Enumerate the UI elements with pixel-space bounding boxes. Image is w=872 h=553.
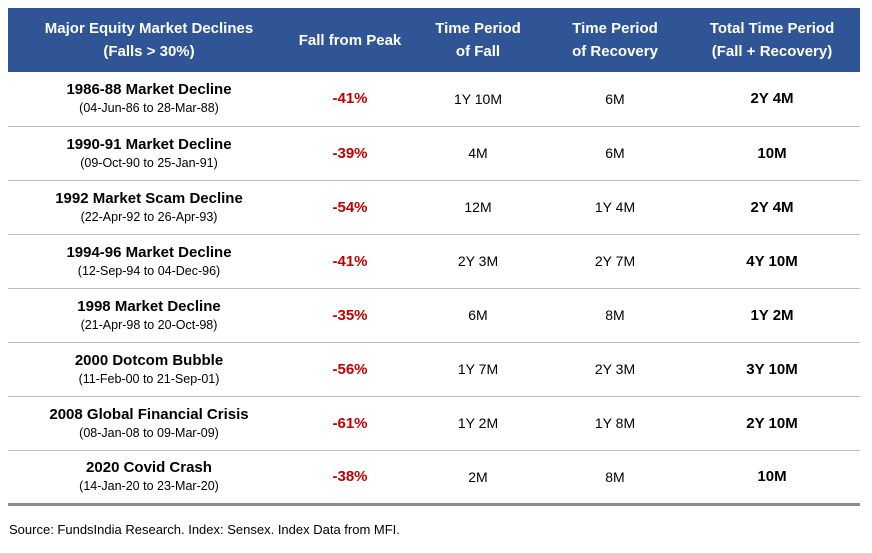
- event-cell: 1990-91 Market Decline (09-Oct-90 to 25-…: [8, 125, 290, 180]
- col-header-fall-line1: Fall from Peak: [298, 31, 402, 49]
- col-header-event-line1: Major Equity Market Declines: [44, 20, 254, 37]
- event-cell: 1994-96 Market Decline (12-Sep-94 to 04-…: [8, 233, 290, 288]
- event-cell: 1992 Market Scam Decline (22-Apr-92 to 2…: [8, 179, 290, 234]
- col-header-recovery-line1: Time Period: [572, 20, 658, 37]
- event-date-range: (12-Sep-94 to 04-Dec-96): [77, 263, 221, 278]
- total-time-period-value: 1Y 2M: [684, 287, 860, 342]
- event-cell: 2008 Global Financial Crisis (08-Jan-08 …: [8, 395, 290, 450]
- event-date-range: (11-Feb-00 to 21-Sep-01): [78, 371, 220, 386]
- event-name: 1998 Market Decline: [77, 297, 221, 315]
- event-date-range: (08-Jan-08 to 09-Mar-09): [79, 425, 219, 440]
- time-period-of-recovery-value: 1Y 4M: [546, 179, 684, 234]
- time-period-of-fall-value: 1Y 2M: [410, 395, 546, 450]
- table-row: 1990-91 Market Decline (09-Oct-90 to 25-…: [8, 125, 860, 180]
- col-header-fallperiod-line2: of Fall: [455, 43, 501, 60]
- market-declines-panel: Major Equity Market Declines (Falls > 30…: [8, 8, 860, 537]
- col-header-time-period-of-fall: Time Period of Fall: [410, 8, 546, 72]
- table-row: 1994-96 Market Decline (12-Sep-94 to 04-…: [8, 233, 860, 288]
- fall-from-peak-value: -35%: [290, 287, 410, 342]
- time-period-of-recovery-value: 2Y 3M: [546, 341, 684, 396]
- col-header-total-line2: (Fall + Recovery): [711, 43, 833, 60]
- table-row: 1986-88 Market Decline (04-Jun-86 to 28-…: [8, 72, 860, 126]
- event-date-range: (04-Jun-86 to 28-Mar-88): [79, 101, 219, 116]
- time-period-of-recovery-value: 1Y 8M: [546, 395, 684, 450]
- source-note: Source: FundsIndia Research. Index: Sens…: [9, 521, 400, 537]
- event-date-range: (21-Apr-98 to 20-Oct-98): [80, 317, 218, 332]
- time-period-of-fall-value: 1Y 10M: [454, 90, 502, 107]
- event-name: 2020 Covid Crash: [86, 459, 212, 476]
- fall-from-peak-value: -39%: [290, 125, 410, 180]
- col-header-event-line2: (Falls > 30%): [103, 43, 195, 60]
- total-time-period-value: 4Y 10M: [684, 233, 860, 288]
- fall-from-peak-value: -38%: [290, 449, 410, 506]
- col-header-total-time-period: Total Time Period (Fall + Recovery): [684, 8, 860, 72]
- time-period-of-recovery-value: 8M: [546, 287, 684, 342]
- table-body: 1986-88 Market Decline (04-Jun-86 to 28-…: [8, 72, 860, 506]
- time-period-of-fall-value: 4M: [410, 125, 546, 180]
- time-period-of-recovery-value: 6M: [605, 90, 625, 107]
- time-period-of-fall-value: 2M: [410, 449, 546, 506]
- fall-from-peak-value: -61%: [290, 395, 410, 450]
- col-header-time-period-of-recovery: Time Period of Recovery: [546, 8, 684, 72]
- event-cell: 1998 Market Decline (21-Apr-98 to 20-Oct…: [8, 287, 290, 342]
- event-date-range: (14-Jan-20 to 23-Mar-20): [79, 479, 219, 493]
- time-period-of-recovery-value: 2Y 7M: [546, 233, 684, 288]
- event-date-range: (22-Apr-92 to 26-Apr-93): [80, 209, 218, 224]
- event-name: 1994-96 Market Decline: [66, 243, 232, 261]
- fall-from-peak-value: -56%: [290, 341, 410, 396]
- event-date-range: (09-Oct-90 to 25-Jan-91): [80, 155, 218, 170]
- total-time-period-value: 2Y 4M: [750, 90, 794, 108]
- time-period-of-recovery-value: 8M: [546, 449, 684, 506]
- event-name: 2008 Global Financial Crisis: [49, 405, 249, 423]
- time-period-of-fall-value: 2Y 3M: [410, 233, 546, 288]
- total-time-period-value: 10M: [684, 125, 860, 180]
- col-header-fall-from-peak: Fall from Peak: [290, 8, 410, 72]
- event-name: 1990-91 Market Decline: [66, 135, 232, 153]
- event-name: 1986-88 Market Decline: [66, 81, 232, 99]
- market-declines-table: Major Equity Market Declines (Falls > 30…: [8, 8, 860, 506]
- table-row: 1992 Market Scam Decline (22-Apr-92 to 2…: [8, 179, 860, 234]
- table-row: 2000 Dotcom Bubble (11-Feb-00 to 21-Sep-…: [8, 341, 860, 396]
- table-row: 2008 Global Financial Crisis (08-Jan-08 …: [8, 395, 860, 450]
- time-period-of-fall-value: 12M: [410, 179, 546, 234]
- event-name: 1992 Market Scam Decline: [55, 189, 243, 207]
- col-header-fallperiod-line1: Time Period: [435, 20, 521, 37]
- table-row: 2020 Covid Crash (14-Jan-20 to 23-Mar-20…: [8, 449, 860, 506]
- time-period-of-recovery-value: 6M: [546, 125, 684, 180]
- time-period-of-fall-value: 1Y 7M: [410, 341, 546, 396]
- col-header-event: Major Equity Market Declines (Falls > 30…: [8, 8, 290, 72]
- event-name: 2000 Dotcom Bubble: [74, 351, 224, 369]
- event-cell: 2020 Covid Crash (14-Jan-20 to 23-Mar-20…: [8, 449, 290, 506]
- table-header: Major Equity Market Declines (Falls > 30…: [8, 8, 860, 72]
- total-time-period-value: 2Y 10M: [684, 395, 860, 450]
- total-time-period-value: 2Y 4M: [684, 179, 860, 234]
- table-row: 1998 Market Decline (21-Apr-98 to 20-Oct…: [8, 287, 860, 342]
- col-header-recovery-line2: of Recovery: [572, 43, 658, 60]
- fall-from-peak-value: -54%: [290, 179, 410, 234]
- col-header-total-line1: Total Time Period: [709, 20, 835, 37]
- fall-from-peak-value: -41%: [332, 90, 368, 108]
- fall-from-peak-value: -41%: [290, 233, 410, 288]
- time-period-of-fall-value: 6M: [410, 287, 546, 342]
- total-time-period-value: 3Y 10M: [684, 341, 860, 396]
- event-cell: 1986-88 Market Decline (04-Jun-86 to 28-…: [8, 72, 290, 126]
- event-cell: 2000 Dotcom Bubble (11-Feb-00 to 21-Sep-…: [8, 341, 290, 396]
- total-time-period-value: 10M: [684, 449, 860, 506]
